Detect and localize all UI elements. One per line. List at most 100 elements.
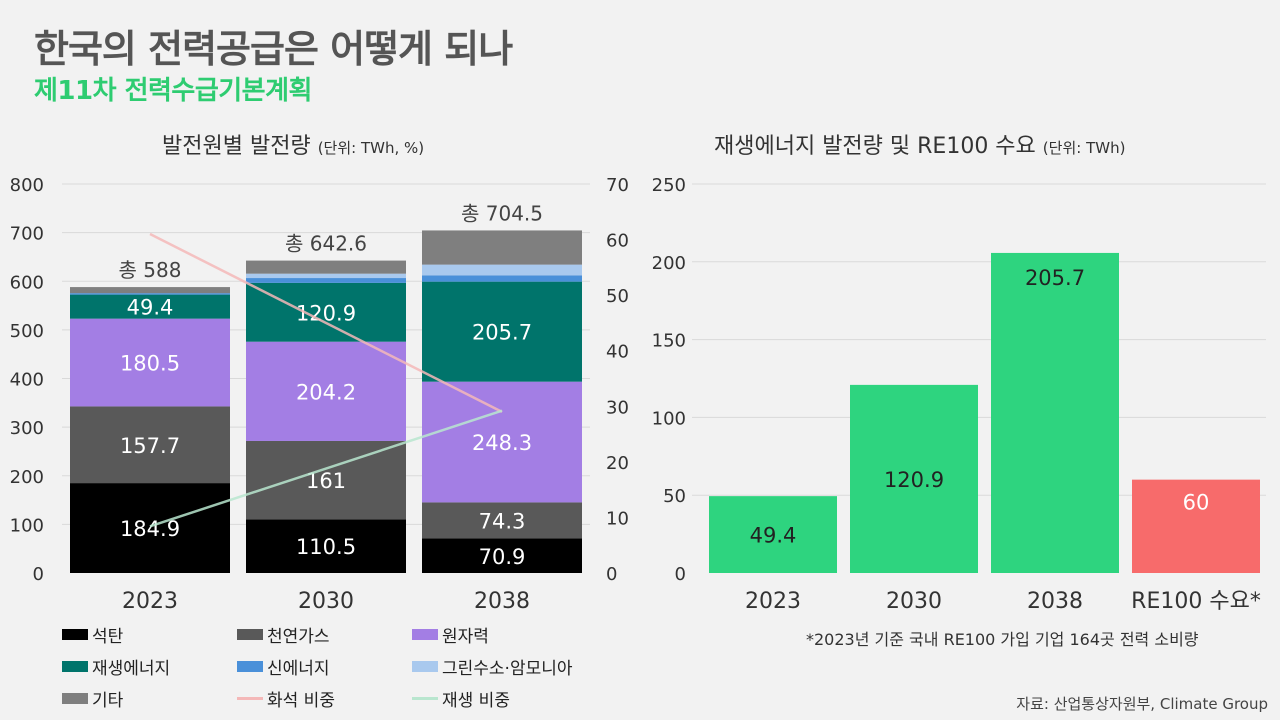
right-y-tick-label: 150	[652, 331, 686, 352]
right-chart-title-text: 재생에너지 발전량 및 RE100 수요	[714, 134, 1036, 159]
right-bar-data-label: 49.4	[750, 524, 797, 548]
source-credit: 자료: 산업통상자원부, Climate Group	[1016, 695, 1268, 713]
left-bar-segment-4-1	[246, 278, 406, 283]
legend-label: 원자력	[442, 627, 489, 647]
left-bar-segment-6-0	[70, 287, 230, 294]
left-y-tick-label: 0	[33, 564, 44, 585]
right-chart-title: 재생에너지 발전량 및 RE100 수요 (단위: TWh)	[714, 128, 1125, 160]
left-bar-total-label: 총 588	[119, 258, 182, 282]
left-bar-data-label: 157.7	[120, 434, 180, 458]
left-bar-data-label: 49.4	[127, 296, 174, 320]
left-y-tick-label: 400	[10, 370, 44, 391]
footnote: *2023년 기준 국내 RE100 가입 기업 164곳 전력 소비량	[806, 630, 1199, 649]
left-bar-segment-3-1	[246, 282, 406, 342]
right-y-tick-label: 250	[652, 175, 686, 196]
legend-swatch	[62, 661, 88, 672]
left-y-tick-label: 100	[10, 515, 44, 536]
left-bar-segment-2-1	[246, 341, 406, 441]
legend-item: 그린수소·암모니아	[412, 654, 573, 679]
left-bar-segment-0-1	[246, 519, 406, 573]
legend-label: 석탄	[92, 627, 124, 647]
left-bar-segment-3-2	[422, 281, 582, 382]
legend-swatch	[237, 697, 263, 700]
left-y2-tick-label: 50	[606, 286, 629, 307]
left-x-tick-label: 2030	[298, 589, 354, 614]
left-y2-tick-label: 30	[606, 397, 629, 418]
left-bar-segment-4-2	[422, 275, 582, 282]
legend-swatch	[412, 629, 438, 640]
left-bar-data-label: 248.3	[472, 431, 532, 455]
right-bar-data-label: 205.7	[1025, 266, 1085, 290]
left-y2-tick-label: 70	[606, 175, 629, 196]
right-y-tick-label: 200	[652, 253, 686, 274]
legend-label: 재생 비중	[442, 691, 510, 711]
left-x-tick-label: 2023	[122, 589, 178, 614]
left-ratio-line-0	[149, 232, 503, 413]
legend-label: 신에너지	[267, 659, 330, 679]
legend-item: 재생 비중	[412, 686, 510, 711]
legend-swatch	[62, 629, 88, 640]
left-chart-title: 발전원별 발전량 (단위: TWh, %)	[162, 128, 424, 160]
legend-item: 석탄	[62, 622, 123, 647]
legend-item: 신에너지	[237, 654, 330, 679]
left-bar-data-label: 204.2	[296, 380, 356, 404]
right-x-tick-label: 2038	[1027, 589, 1083, 614]
legend-item: 원자력	[412, 622, 489, 647]
right-x-tick-label: 2023	[745, 589, 801, 614]
legend-swatch	[237, 661, 263, 672]
legend-swatch	[237, 629, 263, 640]
legend-label: 그린수소·암모니아	[442, 659, 573, 679]
left-y-tick-label: 600	[10, 272, 44, 293]
left-bar-segment-5-2	[422, 264, 582, 276]
left-y-tick-label: 800	[10, 175, 44, 196]
legend-item: 기타	[62, 686, 123, 711]
legend-label: 기타	[92, 691, 124, 711]
left-bar-segment-0-0	[70, 483, 230, 573]
left-chart-unit: (단위: TWh, %)	[317, 139, 425, 157]
page-title: 한국의 전력공급은 어떻게 되나	[34, 27, 513, 71]
left-ratio-line-1	[149, 409, 503, 528]
left-y-tick-label: 300	[10, 418, 44, 439]
left-bar-total-label: 총 704.5	[461, 201, 543, 225]
legend-swatch	[412, 697, 438, 700]
legend-item: 재생에너지	[62, 654, 170, 679]
right-y-tick-label: 50	[663, 486, 686, 507]
left-y2-tick-label: 20	[606, 453, 629, 474]
left-y-tick-label: 700	[10, 224, 44, 245]
left-bar-segment-1-2	[422, 502, 582, 539]
right-chart-unit: (단위: TWh)	[1042, 139, 1126, 157]
left-bar-segment-2-0	[70, 318, 230, 407]
right-y-tick-label: 100	[652, 408, 686, 429]
right-bar-1	[850, 384, 978, 573]
left-bar-segment-4-0	[70, 293, 230, 295]
right-bar-data-label: 60	[1183, 491, 1210, 515]
left-bar-data-label: 180.5	[120, 352, 180, 376]
page-subtitle: 제11차 전력수급기본계획	[34, 76, 312, 106]
left-bar-segment-6-2	[422, 230, 582, 265]
right-x-tick-label: 2030	[886, 589, 942, 614]
left-bar-segment-3-0	[70, 294, 230, 319]
left-y2-tick-label: 0	[606, 564, 617, 585]
left-bar-data-label: 74.3	[479, 509, 526, 533]
left-bar-data-label: 70.9	[479, 545, 526, 569]
left-y-tick-label: 200	[10, 467, 44, 488]
legend-item: 화석 비중	[237, 686, 335, 711]
legend-label: 화석 비중	[267, 691, 335, 711]
left-bar-total-label: 총 642.6	[285, 232, 367, 256]
left-bar-segment-6-1	[246, 260, 406, 274]
left-bar-data-label: 110.5	[296, 535, 356, 559]
left-x-tick-label: 2038	[474, 589, 530, 614]
legend-label: 재생에너지	[92, 659, 171, 679]
legend-label: 천연가스	[267, 627, 330, 647]
right-bar-0	[709, 496, 837, 573]
legend-item: 천연가스	[237, 622, 330, 647]
legend-swatch	[412, 661, 438, 672]
left-bar-segment-1-1	[246, 440, 406, 520]
legend-swatch	[62, 693, 88, 704]
left-y-tick-label: 500	[10, 321, 44, 342]
right-bar-data-label: 120.9	[884, 468, 944, 492]
right-y-tick-label: 0	[675, 564, 686, 585]
left-bar-segment-2-2	[422, 381, 582, 503]
left-chart-title-text: 발전원별 발전량	[162, 134, 311, 159]
